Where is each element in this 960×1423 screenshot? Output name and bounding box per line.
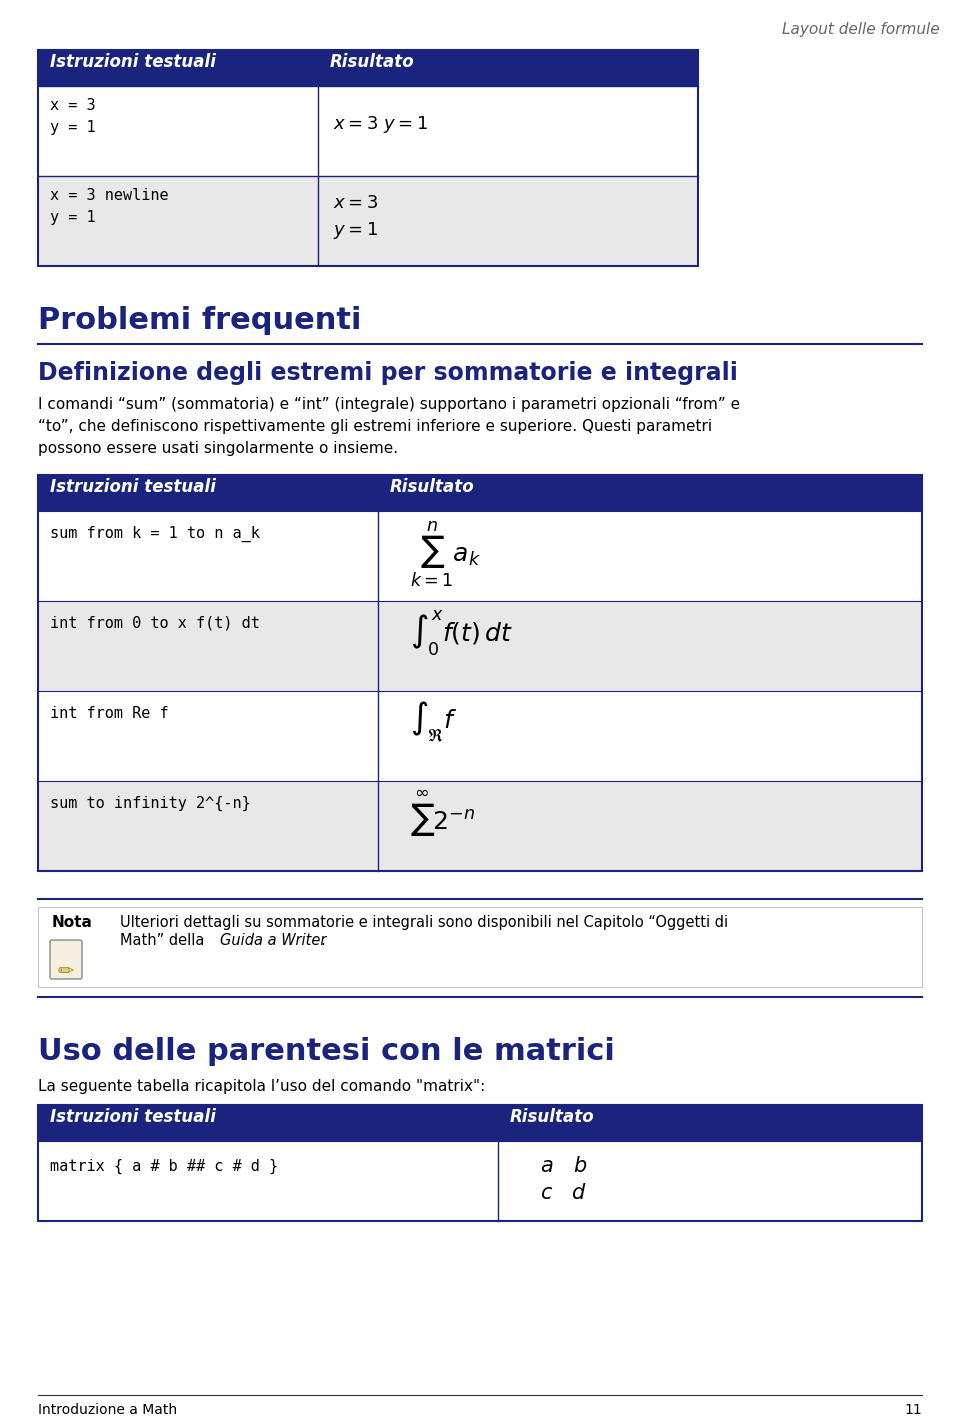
Text: Nota: Nota <box>52 915 93 931</box>
Text: Definizione degli estremi per sommatorie e integrali: Definizione degli estremi per sommatorie… <box>38 361 738 386</box>
Text: $\int_{\mathfrak{R}} f$: $\int_{\mathfrak{R}} f$ <box>410 699 457 744</box>
Text: $a \quad b$: $a \quad b$ <box>540 1155 588 1175</box>
Text: $x{=}3\ y{=}1$: $x{=}3\ y{=}1$ <box>333 114 428 135</box>
Text: I comandi “sum” (sommatoria) e “int” (integrale) supportano i parametri opzional: I comandi “sum” (sommatoria) e “int” (in… <box>38 397 740 457</box>
Text: Layout delle formule: Layout delle formule <box>782 21 940 37</box>
Text: $\sum^{\infty} 2^{-n}$: $\sum^{\infty} 2^{-n}$ <box>410 788 475 840</box>
Text: $y{=}1$: $y{=}1$ <box>333 221 378 240</box>
Text: sum from k = 1 to n a_k: sum from k = 1 to n a_k <box>50 527 260 542</box>
Text: Istruzioni testuali: Istruzioni testuali <box>50 478 216 497</box>
FancyBboxPatch shape <box>38 601 922 692</box>
Text: Uso delle parentesi con le matrici: Uso delle parentesi con le matrici <box>38 1037 614 1066</box>
FancyBboxPatch shape <box>38 781 922 871</box>
Text: Risultato: Risultato <box>330 53 415 71</box>
Text: Risultato: Risultato <box>510 1109 594 1126</box>
Text: int from 0 to x f(t) dt: int from 0 to x f(t) dt <box>50 616 260 630</box>
Text: Istruzioni testuali: Istruzioni testuali <box>50 1109 216 1126</box>
FancyBboxPatch shape <box>38 511 922 601</box>
FancyBboxPatch shape <box>50 941 82 979</box>
FancyBboxPatch shape <box>38 85 698 176</box>
Text: $c \quad d$: $c \quad d$ <box>540 1183 588 1202</box>
FancyBboxPatch shape <box>38 906 922 988</box>
Text: Introduzione a Math: Introduzione a Math <box>38 1403 178 1417</box>
Text: x = 3: x = 3 <box>50 98 96 112</box>
FancyBboxPatch shape <box>38 176 698 266</box>
Text: x = 3 newline: x = 3 newline <box>50 188 169 203</box>
FancyBboxPatch shape <box>38 1141 922 1221</box>
Text: Problemi frequenti: Problemi frequenti <box>38 306 362 334</box>
Text: $x{=}3$: $x{=}3$ <box>333 194 378 212</box>
Text: y = 1: y = 1 <box>50 120 96 135</box>
FancyBboxPatch shape <box>38 50 698 85</box>
Text: matrix { a # b ## c # d }: matrix { a # b ## c # d } <box>50 1158 278 1174</box>
Text: ✏: ✏ <box>58 962 74 980</box>
FancyBboxPatch shape <box>38 1106 922 1141</box>
Text: int from Re f: int from Re f <box>50 706 169 721</box>
Text: Ulteriori dettagli su sommatorie e integrali sono disponibili nel Capitolo “Ogge: Ulteriori dettagli su sommatorie e integ… <box>120 915 728 931</box>
Text: Istruzioni testuali: Istruzioni testuali <box>50 53 216 71</box>
FancyBboxPatch shape <box>38 692 922 781</box>
Text: 11: 11 <box>904 1403 922 1417</box>
Text: $\sum_{k=1}^{n} a_k$: $\sum_{k=1}^{n} a_k$ <box>410 519 481 589</box>
Text: sum to infinity 2^{-n}: sum to infinity 2^{-n} <box>50 795 251 811</box>
FancyBboxPatch shape <box>38 475 922 511</box>
Text: .: . <box>320 933 324 948</box>
Text: Risultato: Risultato <box>390 478 474 497</box>
Text: Math” della: Math” della <box>120 933 209 948</box>
Text: La seguente tabella ricapitola l’uso del comando "matrix":: La seguente tabella ricapitola l’uso del… <box>38 1079 485 1094</box>
Text: $\int_0^x f(t)\,dt$: $\int_0^x f(t)\,dt$ <box>410 609 513 659</box>
Text: y = 1: y = 1 <box>50 211 96 225</box>
Text: Guida a Writer: Guida a Writer <box>220 933 326 948</box>
